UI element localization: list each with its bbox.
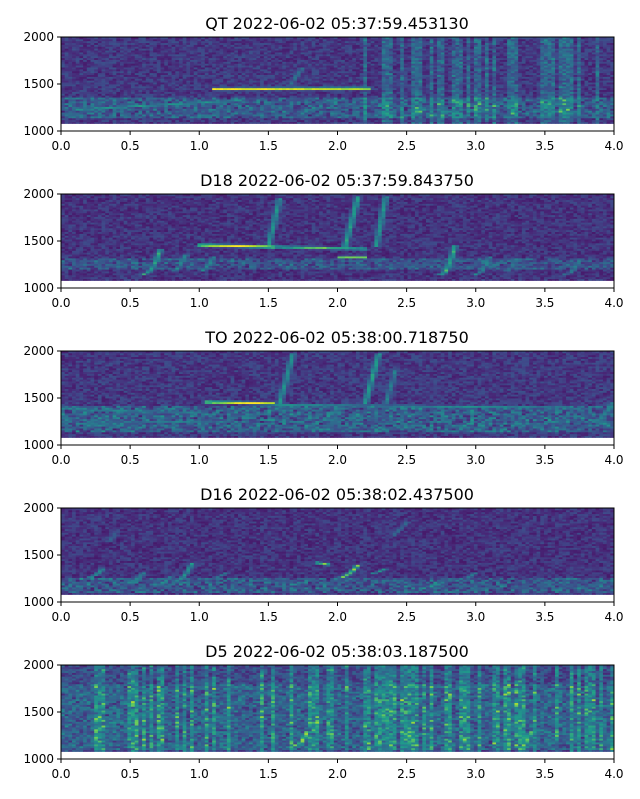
heatmap-cells (61, 37, 614, 124)
panel-title: QT 2022-06-02 05:37:59.453130 (205, 14, 469, 33)
